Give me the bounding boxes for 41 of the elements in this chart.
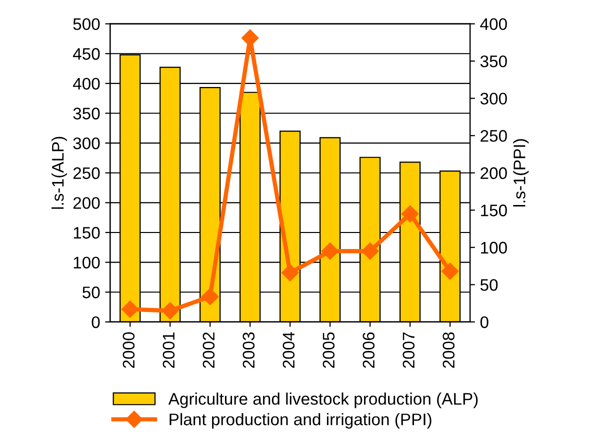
- y-tick-label: 100: [74, 256, 100, 269]
- legend-label: Agriculture and livestock production (ALP): [168, 392, 478, 408]
- y2-tick-label: 100: [481, 242, 507, 254]
- y-tick-label: 150: [74, 226, 100, 239]
- point: [322, 242, 339, 260]
- y-axis-title: l.s-1(ALP): [51, 136, 68, 209]
- y-tick-label: 400: [72, 78, 100, 90]
- x-tick-label: 2006: [362, 332, 375, 368]
- point: [122, 300, 139, 318]
- x-tick-label: 2002: [202, 332, 215, 368]
- y2-tick-label: 150: [481, 204, 507, 216]
- y-tick-label: 0: [92, 316, 100, 328]
- y2-axis-title: l.s-1(PPI): [513, 139, 529, 206]
- x-tick-label: 2001: [162, 332, 175, 368]
- point: [162, 302, 179, 320]
- point: [402, 205, 419, 222]
- y2-tick-label: 400: [480, 18, 507, 30]
- y-tick-label: 200: [73, 197, 100, 209]
- y-tick-label: 500: [73, 18, 100, 30]
- y2-tick-label: 0: [480, 316, 488, 328]
- y-tick-label: 450: [72, 48, 100, 60]
- y2-tick-label: 300: [480, 92, 507, 105]
- y2-tick-label: 50: [480, 279, 498, 291]
- y-tick-label: 350: [73, 108, 100, 120]
- x-tick-label: 2005: [322, 332, 335, 368]
- y-tick-label: 50: [82, 286, 100, 298]
- point: [442, 262, 459, 280]
- y2-tick-label: 200: [480, 167, 507, 180]
- x-tick-label: 2003: [242, 332, 255, 368]
- legend-label: Plant production and irrigation (PPI): [170, 413, 432, 429]
- x-tick-label: 2000: [122, 332, 135, 368]
- point: [202, 288, 219, 306]
- point: [362, 242, 379, 260]
- x-tick-label: 2008: [442, 332, 455, 368]
- x-tick-label: 2004: [282, 332, 295, 368]
- x-tick-label: 2007: [402, 332, 415, 368]
- y2-tick-label: 350: [480, 55, 507, 68]
- point: [282, 264, 299, 282]
- y-tick-label: 250: [73, 167, 100, 180]
- y2-tick-label: 250: [480, 130, 507, 142]
- y-tick-label: 300: [73, 137, 100, 150]
